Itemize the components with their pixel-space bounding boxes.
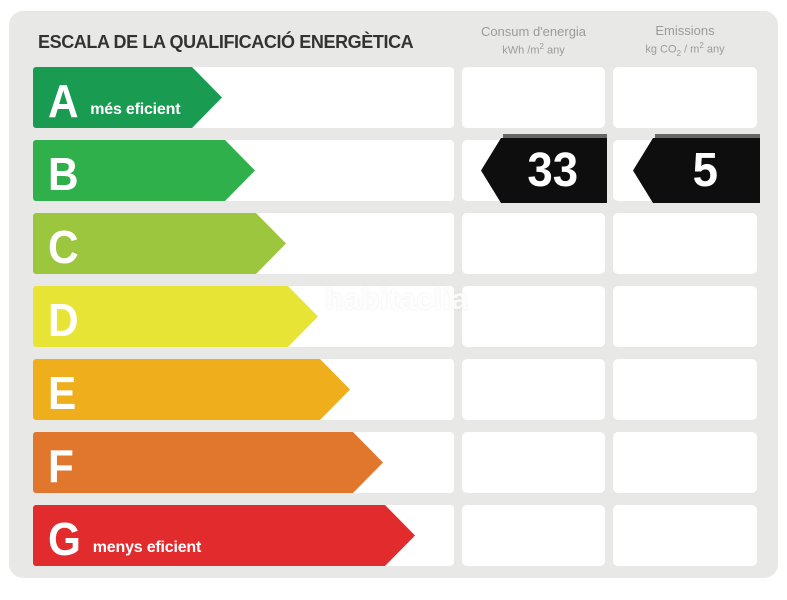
rating-row-e-band: E <box>33 359 454 420</box>
rating-row-a-band: A més eficient <box>33 67 454 128</box>
rating-letter-a: A <box>48 75 79 128</box>
emissions-label: Emissions <box>655 23 715 39</box>
consum-cell-b: 33 <box>462 134 607 203</box>
consum-cell-d <box>462 286 605 347</box>
rating-letter-d: D <box>48 294 79 347</box>
emissions-cell-g <box>613 505 757 566</box>
rating-arrow-c: C <box>33 213 286 274</box>
rating-arrow-g: G menys eficient <box>33 505 415 566</box>
consum-unit: kWh /m2 any <box>502 42 565 57</box>
rating-grid: A més eficient B 33 5 <box>9 67 778 566</box>
emissions-cell-c <box>613 213 757 274</box>
rating-arrow-a: A més eficient <box>33 67 222 128</box>
consum-cell-g <box>462 505 605 566</box>
consum-cell-c <box>462 213 605 274</box>
left-arrow-icon: 5 <box>633 138 760 203</box>
header-row: ESCALA DE LA QUALIFICACIÓ ENERGÈTICA Con… <box>9 11 778 67</box>
rating-arrow-d: D <box>33 286 318 347</box>
rating-letter-f: F <box>48 440 74 493</box>
rating-note-a: més eficient <box>90 101 181 118</box>
emissions-cell-f <box>613 432 757 493</box>
emissions-value-shadow <box>655 134 760 139</box>
rating-row-c-band: C <box>33 213 454 274</box>
rating-letter-g: G <box>48 513 81 566</box>
rating-letter-e: E <box>48 367 77 420</box>
column-header-emissions: Emissions kg CO2 / m2 any <box>613 18 757 59</box>
page-title: ESCALA DE LA QUALIFICACIÓ ENERGÈTICA <box>38 31 414 52</box>
consum-value: 33 <box>527 144 579 197</box>
rating-letter-b: B <box>48 148 79 201</box>
emissions-cell-a <box>613 67 757 128</box>
consum-label: Consum d'energia <box>480 24 587 40</box>
emissions-unit: kg CO2 / m2 any <box>645 41 725 58</box>
rating-arrow-b: B <box>33 140 255 201</box>
energy-scale-panel: ESCALA DE LA QUALIFICACIÓ ENERGÈTICA Con… <box>9 11 778 578</box>
consum-value-arrow: 33 <box>481 134 607 203</box>
left-arrow-icon: 33 <box>481 138 607 203</box>
rating-row-g-band: G menys eficient <box>33 505 454 566</box>
emissions-cell-e <box>613 359 757 420</box>
rating-arrow-f: F <box>33 432 383 493</box>
consum-cell-a <box>462 67 605 128</box>
rating-row-b-band: B <box>33 140 454 201</box>
consum-cell-e <box>462 359 605 420</box>
rating-row-f-band: F <box>33 432 454 493</box>
consum-value-shadow <box>503 134 607 139</box>
emissions-value-arrow: 5 <box>633 134 760 203</box>
rating-arrow-e: E <box>33 359 350 420</box>
emissions-cell-b: 5 <box>613 134 760 203</box>
consum-cell-f <box>462 432 605 493</box>
emissions-cell-d <box>613 286 757 347</box>
rating-note-g: menys eficient <box>92 539 202 556</box>
rating-letter-c: C <box>48 221 79 274</box>
emissions-value: 5 <box>692 144 719 197</box>
column-header-consum: Consum d'energia kWh /m2 any <box>462 19 605 58</box>
rating-row-d-band: D <box>33 286 454 347</box>
